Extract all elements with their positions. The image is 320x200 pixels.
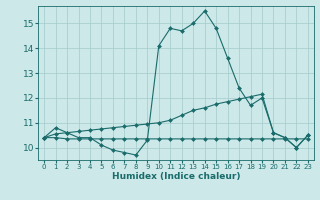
X-axis label: Humidex (Indice chaleur): Humidex (Indice chaleur) xyxy=(112,172,240,181)
